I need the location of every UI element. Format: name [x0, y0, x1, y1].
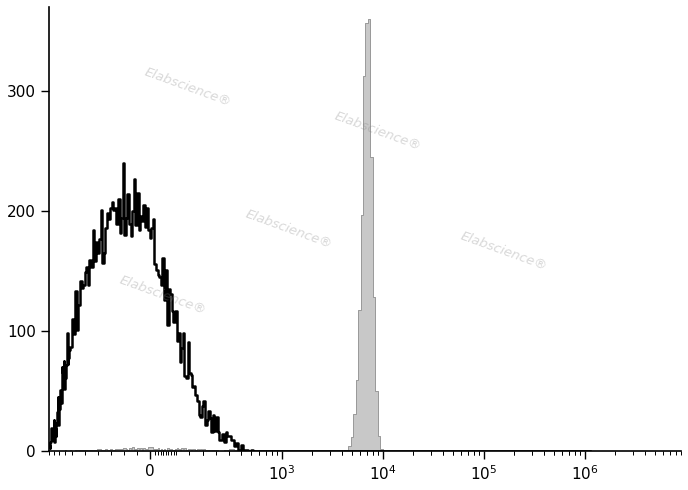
Text: Elabscience®: Elabscience® [459, 229, 549, 273]
Text: Elabscience®: Elabscience® [244, 207, 334, 251]
Text: Elabscience®: Elabscience® [118, 274, 208, 318]
Text: Elabscience®: Elabscience® [332, 110, 423, 153]
Text: Elabscience®: Elabscience® [143, 65, 233, 109]
